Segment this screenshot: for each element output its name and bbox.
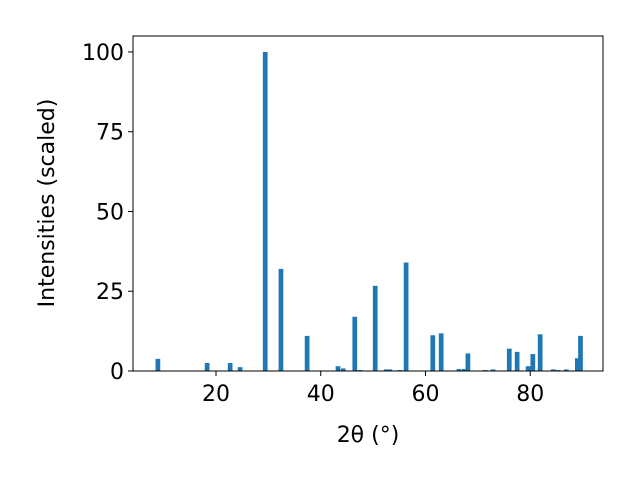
bar (204, 363, 210, 371)
bar (530, 354, 536, 371)
x-axis-label: 2θ (°) (337, 423, 400, 448)
bar (514, 351, 520, 371)
bar (155, 358, 161, 371)
bar (340, 368, 346, 371)
bar (335, 366, 341, 371)
bar (383, 369, 389, 371)
bar (537, 334, 543, 371)
bar (352, 316, 358, 371)
bar (490, 369, 496, 371)
bar (304, 335, 310, 371)
bar (563, 369, 569, 371)
y-tick-label: 100 (82, 41, 124, 66)
bar (372, 285, 378, 371)
bar (465, 353, 471, 371)
x-tick-label: 80 (516, 382, 544, 407)
bar (578, 335, 583, 371)
y-axis-label: Intensities (scaled) (35, 99, 60, 308)
bar (574, 358, 580, 371)
y-tick-label: 75 (96, 121, 124, 146)
x-tick-label: 20 (202, 382, 230, 407)
x-tick-label: 60 (411, 382, 439, 407)
bar (237, 367, 243, 371)
bar (262, 51, 268, 371)
bar (403, 262, 409, 371)
bar (461, 369, 467, 371)
bar (438, 333, 444, 371)
bar (227, 363, 233, 371)
plot-frame (132, 35, 604, 372)
y-tick-label: 0 (110, 360, 124, 385)
y-tick-label: 50 (96, 200, 124, 225)
bar (550, 369, 556, 371)
bar (278, 268, 284, 371)
bar (387, 369, 393, 371)
y-tick-label: 25 (96, 280, 124, 305)
x-tick-label: 40 (307, 382, 335, 407)
bar (430, 335, 436, 371)
bar (506, 348, 512, 371)
bar (525, 366, 531, 371)
bar (456, 369, 462, 371)
